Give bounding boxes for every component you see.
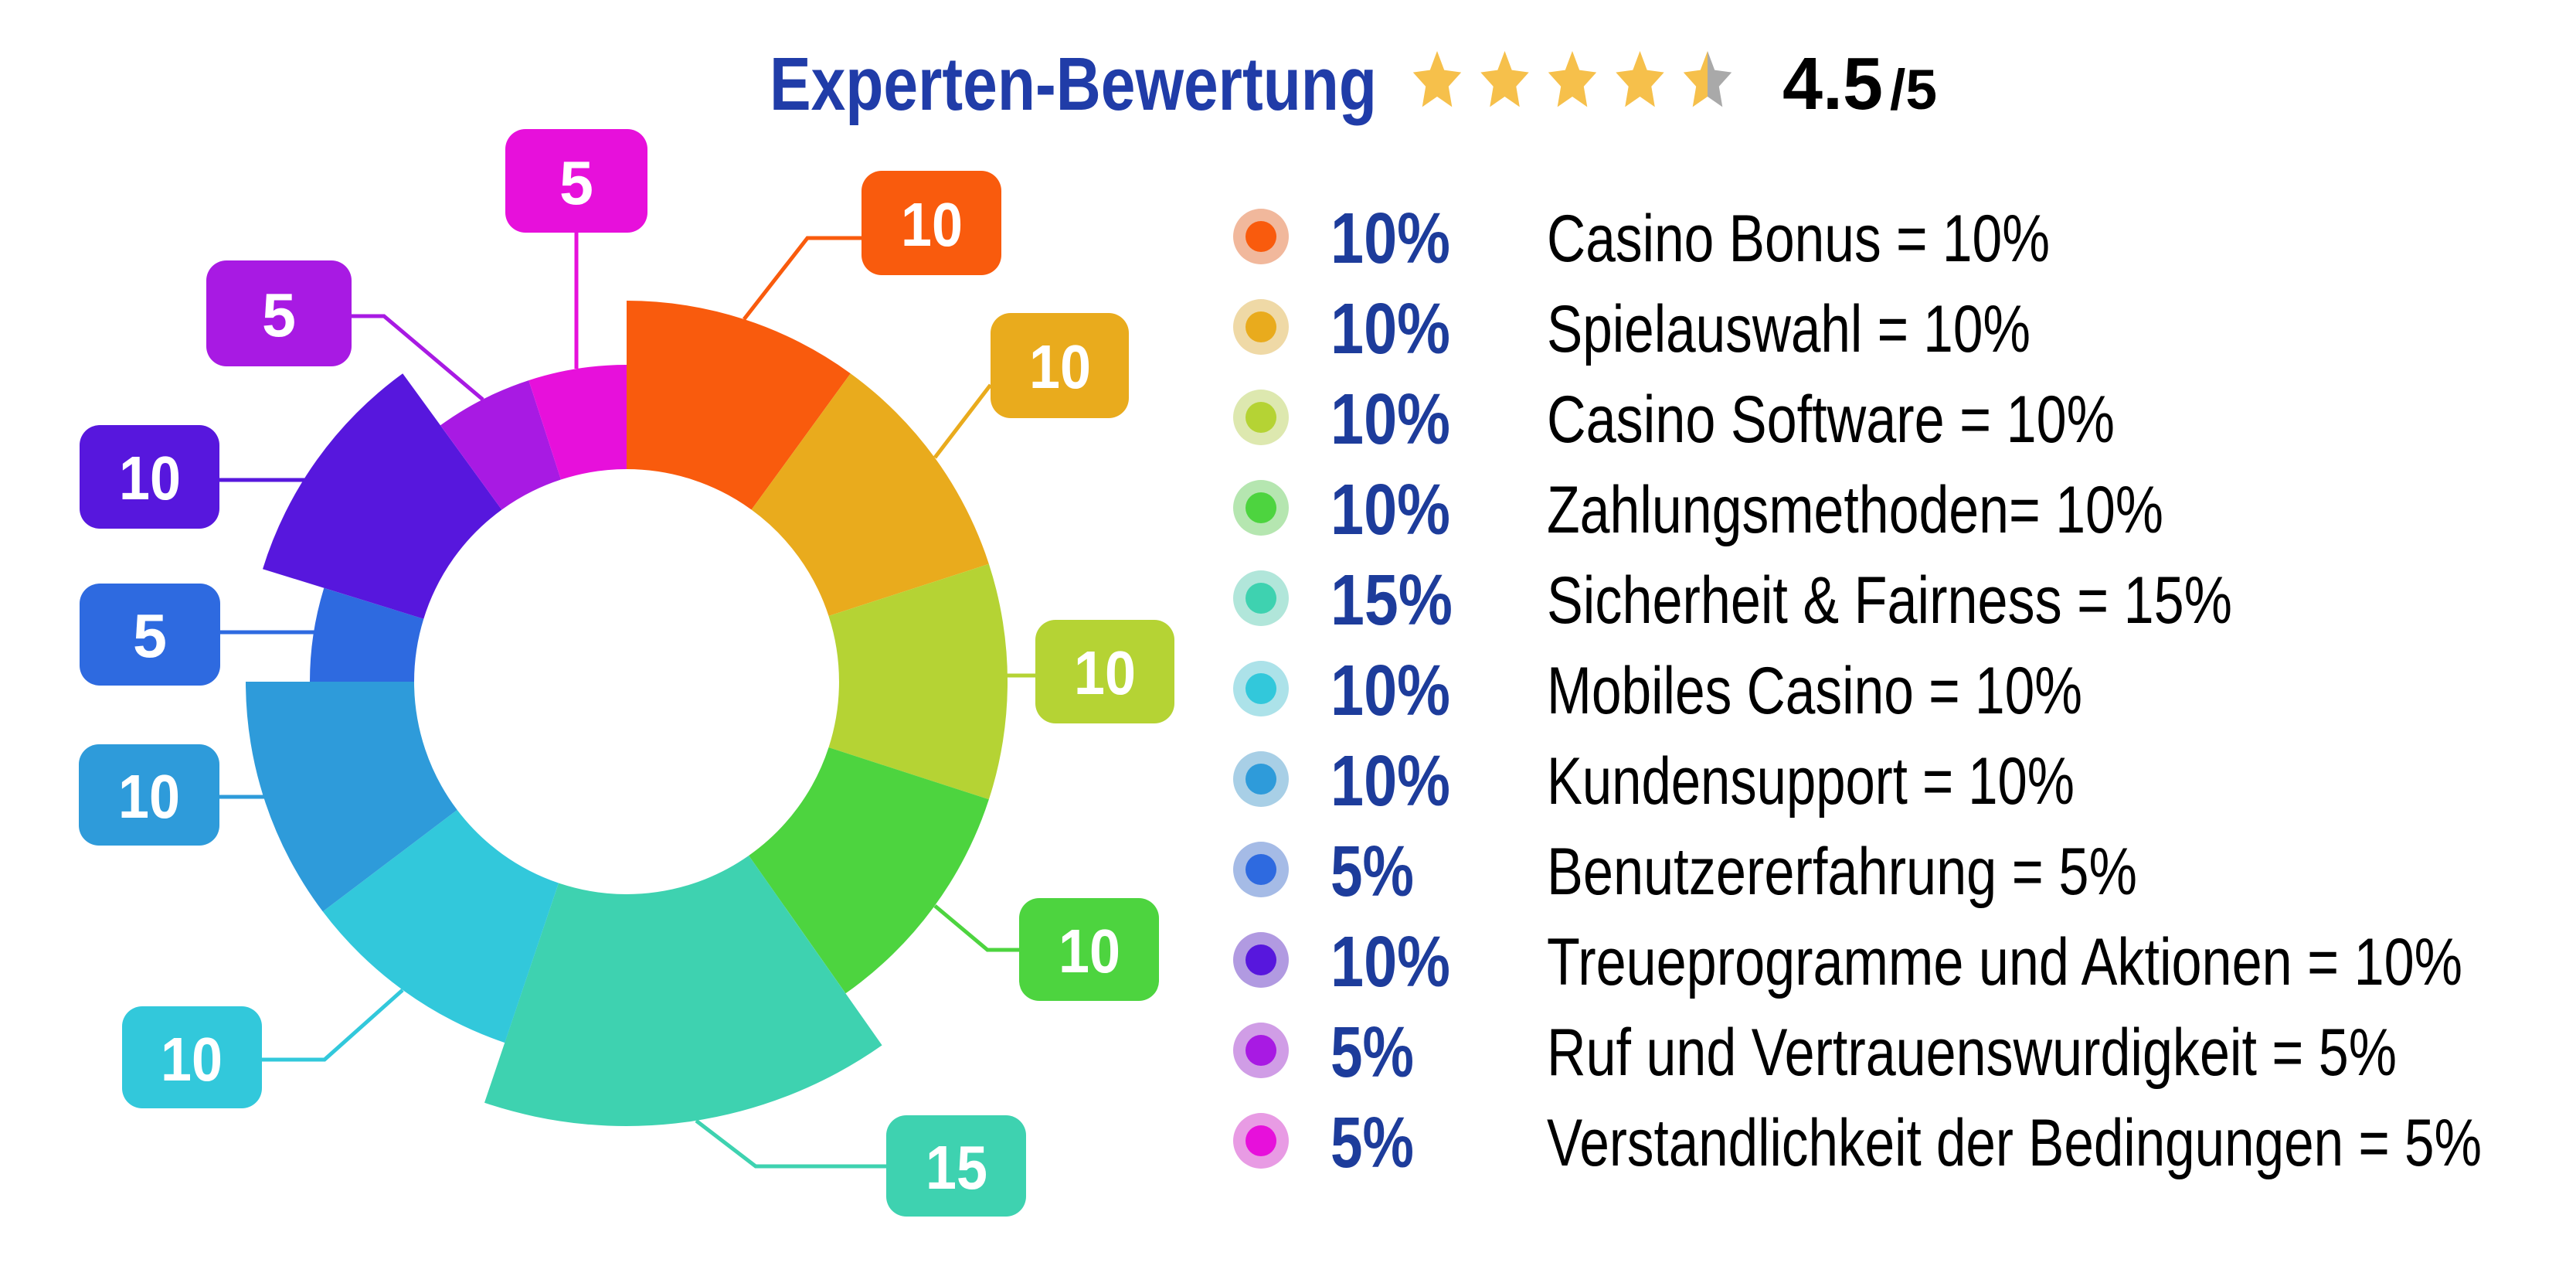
svg-text:10: 10 — [161, 1025, 223, 1094]
svg-text:Verstandlichkeit der Bedingung: Verstandlichkeit der Bedingungen = 5% — [1547, 1106, 2482, 1180]
svg-text:10: 10 — [1059, 917, 1120, 985]
svg-text:Ruf und Vertrauenswurdigkeit =: Ruf und Vertrauenswurdigkeit = 5% — [1547, 1016, 2397, 1090]
svg-text:10: 10 — [118, 762, 180, 831]
svg-text:5: 5 — [262, 281, 296, 349]
svg-text:Treueprogramme und Aktionen =: Treueprogramme und Aktionen = 10% — [1547, 925, 2462, 999]
svg-text:Experten-Bewertung: Experten-Bewertung — [770, 42, 1377, 126]
svg-text:Casino Bonus = 10%: Casino Bonus = 10% — [1547, 202, 2050, 276]
svg-text:5: 5 — [559, 148, 593, 217]
svg-text:10%: 10% — [1330, 921, 1450, 1002]
svg-text:15%: 15% — [1330, 560, 1453, 640]
svg-text:Zahlungsmethoden= 10%: Zahlungsmethoden= 10% — [1547, 473, 2163, 547]
svg-text:5: 5 — [133, 601, 167, 670]
svg-text:Sicherheit & Fairness = 15%: Sicherheit & Fairness = 15% — [1547, 563, 2232, 638]
svg-text:15: 15 — [926, 1133, 987, 1202]
svg-text:5%: 5% — [1330, 831, 1414, 911]
svg-text:4.5: 4.5 — [1782, 43, 1883, 125]
svg-text:Mobiles Casino = 10%: Mobiles Casino = 10% — [1547, 654, 2082, 728]
svg-text:10%: 10% — [1330, 740, 1450, 821]
svg-text:Casino Software = 10%: Casino Software = 10% — [1547, 383, 2115, 457]
svg-text:10%: 10% — [1330, 379, 1450, 459]
svg-text:Benutzererfahrung = 5%: Benutzererfahrung = 5% — [1547, 835, 2137, 909]
svg-text:10%: 10% — [1330, 469, 1450, 550]
svg-text:10: 10 — [1029, 332, 1091, 401]
svg-text:10: 10 — [901, 190, 963, 259]
svg-text:Kundensupport = 10%: Kundensupport = 10% — [1547, 744, 2075, 818]
svg-text:10%: 10% — [1330, 650, 1450, 730]
svg-text:Spielauswahl = 10%: Spielauswahl = 10% — [1547, 292, 2031, 366]
svg-text:10%: 10% — [1330, 288, 1450, 369]
svg-text:/5: /5 — [1890, 59, 1937, 121]
svg-text:5%: 5% — [1330, 1102, 1414, 1183]
svg-text:10%: 10% — [1330, 198, 1450, 278]
svg-text:10: 10 — [1074, 638, 1136, 707]
svg-text:10: 10 — [119, 444, 181, 512]
svg-text:5%: 5% — [1330, 1012, 1414, 1092]
